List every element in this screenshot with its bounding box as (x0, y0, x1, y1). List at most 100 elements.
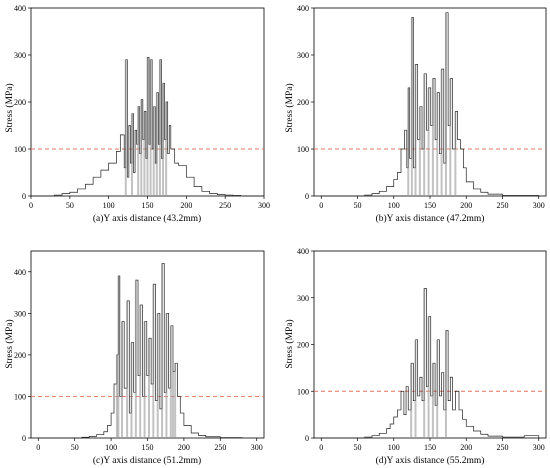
panel-a-series (31, 57, 264, 197)
y-tick-label: 300 (297, 51, 309, 60)
x-tick-label: 300 (251, 443, 263, 452)
panel-b-ylabel: Stress (MPa) (284, 83, 295, 132)
x-tick-label: 0 (319, 443, 323, 452)
stress-spike (134, 280, 137, 438)
x-tick-label: 150 (424, 443, 436, 452)
stress-spike (436, 339, 439, 438)
y-tick-label: 100 (297, 145, 309, 154)
x-tick-label: 200 (178, 443, 190, 452)
stress-spike (124, 59, 127, 197)
x-tick-label: 0 (36, 443, 40, 452)
y-tick-label: 300 (297, 294, 309, 303)
x-tick-label: 300 (533, 443, 545, 452)
x-tick-label: 150 (142, 201, 154, 210)
stress-spike (155, 92, 158, 196)
stress-spike (130, 342, 133, 438)
stress-spike (440, 69, 443, 196)
y-tick-label: 400 (14, 268, 26, 277)
panel-a-ticks: 0 50 100 150 200 250 300 0 100 200 300 400 (14, 4, 270, 210)
y-tick-label: 400 (297, 247, 309, 256)
stress-spike (165, 313, 168, 438)
y-tick-label: 200 (297, 341, 309, 350)
panel-b-caption: (b)Y axis distance (47.2mm) (376, 213, 485, 224)
stress-spike (427, 87, 430, 196)
panel-c-ticks: 0 50 100 150 200 250 300 0 100 200 300 400 (14, 268, 263, 452)
panel-a-caption: (a)Y axis distance (43.2mm) (93, 213, 201, 224)
panel-d-frame (313, 250, 547, 439)
stress-spike (444, 330, 447, 438)
y-tick-label: 400 (297, 4, 309, 13)
panel-b-series (321, 12, 540, 197)
stress-spike (414, 64, 417, 197)
stress-spike (174, 363, 177, 438)
stress-spike (143, 321, 146, 438)
y-tick-label: 100 (297, 387, 309, 396)
stress-spike (146, 57, 149, 196)
y-tick-label: 0 (305, 192, 309, 201)
x-tick-label: 0 (29, 201, 33, 210)
stress-spike (140, 99, 143, 196)
stress-spike (158, 59, 161, 197)
stress-spike (169, 325, 172, 438)
stress-spike (407, 87, 410, 196)
x-tick-label: 200 (460, 443, 472, 452)
stress-spike (454, 111, 457, 196)
panel-d-caption: (d)Y axis distance (55.2mm) (376, 455, 485, 466)
x-tick-label: 0 (319, 201, 323, 210)
stress-profile-series (321, 12, 540, 197)
stress-spike (171, 371, 174, 438)
stress-spike (418, 106, 421, 196)
x-tick-label: 300 (533, 201, 545, 210)
panel-a-ylabel: Stress (MPa) (4, 83, 15, 132)
y-tick-label: 200 (14, 98, 26, 107)
stress-profile-series (321, 288, 540, 439)
y-tick-label: 200 (14, 351, 26, 360)
stress-spike (143, 111, 146, 196)
panel-c-caption: (c)Y axis distance (51.2mm) (93, 455, 201, 466)
x-tick-label: 200 (460, 201, 472, 210)
stress-spike (161, 263, 164, 438)
x-tick-label: 50 (71, 443, 79, 452)
y-tick-label: 400 (14, 4, 26, 13)
stress-spike (152, 284, 155, 438)
stress-spike (152, 106, 155, 196)
stress-spike (147, 338, 150, 438)
stress-profile-series (38, 263, 243, 439)
stress-spike (444, 12, 447, 197)
x-tick-label: 250 (497, 443, 509, 452)
stress-spike (410, 363, 413, 438)
stress-spike (449, 78, 452, 196)
panel-b: 0 50 100 150 200 250 300 0 100 200 300 400 Stress (… (284, 4, 547, 224)
x-tick-label: 300 (258, 201, 270, 210)
y-tick-label: 0 (305, 434, 309, 443)
stress-spike (423, 288, 426, 438)
stress-spike (414, 339, 417, 438)
stress-spike (130, 113, 133, 196)
stress-spike (436, 92, 439, 196)
y-tick-label: 0 (22, 192, 26, 201)
x-tick-label: 100 (388, 443, 400, 452)
panel-d-series (321, 288, 540, 439)
stress-spike (149, 59, 152, 197)
x-tick-label: 50 (354, 201, 362, 210)
y-tick-label: 300 (14, 309, 26, 318)
stress-spike (162, 83, 165, 196)
panel-d-ticks: 0 50 100 150 200 250 300 0 100 200 300 400 (297, 247, 545, 452)
y-tick-label: 100 (14, 145, 26, 154)
panel-c-series (38, 263, 243, 439)
y-tick-label: 0 (22, 434, 26, 443)
x-tick-label: 150 (142, 443, 154, 452)
stress-spike (117, 275, 120, 438)
x-tick-label: 150 (424, 201, 436, 210)
panel-d-ylabel: Stress (MPa) (284, 319, 295, 368)
x-tick-label: 250 (497, 201, 509, 210)
stress-spike (137, 106, 140, 196)
x-tick-label: 100 (388, 201, 400, 210)
stress-spike (410, 17, 413, 197)
stress-spike (427, 316, 430, 438)
y-tick-label: 100 (14, 392, 26, 401)
stress-spike (423, 73, 426, 196)
panel-c: 0 50 100 150 200 250 300 0 100 200 300 400 Stress (… (4, 250, 265, 466)
stress-spike (121, 321, 124, 438)
